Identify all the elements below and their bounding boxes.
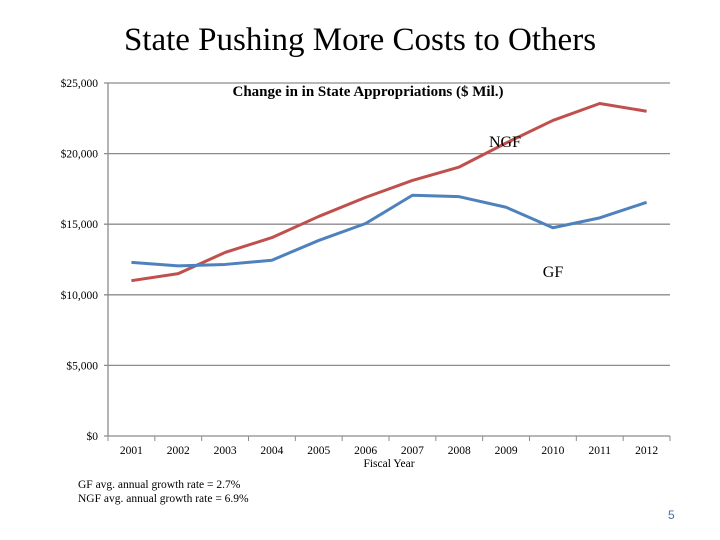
series-line-gf [131,193,648,268]
x-tick-label: 2010 [541,445,564,457]
series-line-ngf [131,101,647,283]
x-tick-label: 2011 [588,445,611,457]
y-tick-label: $20,000 [61,148,99,161]
x-tick-label: 2004 [260,445,283,457]
x-tick-label: 2009 [495,445,518,457]
series-label-ngf: NGF [489,134,521,151]
x-tick-label: 2007 [401,445,424,457]
y-tick-label: $10,000 [61,289,99,302]
y-tick-label: $25,000 [61,77,99,90]
gf-growth-note: GF avg. annual growth rate = 2.7% [78,479,241,491]
x-tick-label: 2003 [214,445,237,457]
slide-title: State Pushing More Costs to Others [123,22,597,58]
y-tick-label: $15,000 [61,218,99,231]
x-tick-label: 2006 [354,445,377,457]
x-tick-label: 2008 [448,445,471,457]
growth-notes: GF avg. annual growth rate = 2.7% NGF av… [78,478,249,506]
ngf-growth-note: NGF avg. annual growth rate = 6.9% [78,493,249,505]
x-tick-label: 2012 [635,445,658,457]
y-tick-label: $0 [87,430,99,443]
y-tick-label: $5,000 [66,359,98,372]
page-number: 5 [668,508,675,522]
x-tick-label: 2005 [307,445,330,457]
x-tick-label: 2002 [167,445,190,457]
chart-title: Change in in State Appropriations ($ Mil… [232,84,503,100]
x-tick-label: 2001 [120,445,143,457]
x-axis-label: Fiscal Year [363,458,414,470]
series-label-gf: GF [543,264,564,281]
